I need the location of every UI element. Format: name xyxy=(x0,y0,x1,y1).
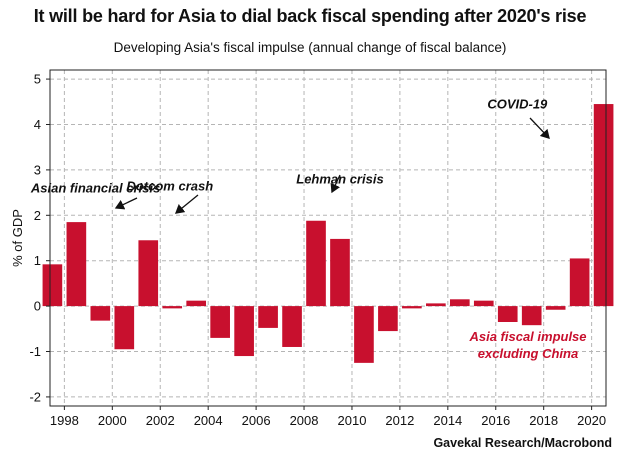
x-tick-label: 2006 xyxy=(242,413,271,428)
bar xyxy=(42,264,63,307)
bar xyxy=(114,306,135,350)
plot-frame xyxy=(49,69,607,407)
x-tick-label: 1998 xyxy=(50,413,79,428)
bar xyxy=(545,306,566,310)
y-tick-label: 3 xyxy=(34,162,41,177)
bar xyxy=(162,306,183,309)
x-tick-label: 2000 xyxy=(98,413,127,428)
bar xyxy=(354,306,374,363)
series-label-line-1: Asia fiscal impulse xyxy=(468,329,586,344)
bar xyxy=(378,306,398,332)
annotation-arrow xyxy=(114,197,138,210)
x-tick-label: 2014 xyxy=(433,413,462,428)
annotation-arrow xyxy=(330,174,341,194)
annotation-arrow xyxy=(174,194,199,214)
chart-bars xyxy=(42,104,614,363)
bar xyxy=(330,238,350,307)
annotation-label: Dotcom crash xyxy=(126,178,213,193)
bar xyxy=(66,222,87,307)
y-tick-label: 5 xyxy=(34,72,41,87)
bar xyxy=(234,306,254,357)
source-credit: Gavekal Research/Macrobond xyxy=(433,436,612,450)
y-tick-label: 1 xyxy=(34,253,41,268)
chart-subtitle: Developing Asia's fiscal impulse (annual… xyxy=(113,40,507,55)
annotation-arrow xyxy=(529,117,550,139)
bar xyxy=(210,306,230,338)
y-tick-label: 2 xyxy=(34,208,41,223)
bar xyxy=(258,306,278,328)
bar xyxy=(138,240,159,307)
x-tick-label: 2010 xyxy=(338,413,367,428)
annotation-label: COVID-19 xyxy=(487,97,548,112)
y-tick-label: 4 xyxy=(34,117,41,132)
bar xyxy=(593,104,614,307)
y-axis-label: % of GDP xyxy=(10,209,25,267)
series-label-line-2: excluding China xyxy=(478,346,578,361)
x-tick-label: 2004 xyxy=(194,413,223,428)
x-tick-label: 2008 xyxy=(290,413,319,428)
y-tick-label: -2 xyxy=(29,389,41,404)
y-tick-label: 0 xyxy=(34,299,41,314)
annotation-label: Lehman crisis xyxy=(296,172,383,187)
x-tick-label: 2016 xyxy=(481,413,510,428)
bar xyxy=(306,220,326,307)
annotation-label: Asian financial crisis xyxy=(30,181,160,196)
y-axis: -2 -1 0 1 2 3 4 5 xyxy=(29,72,50,404)
chart-title: It will be hard for Asia to dial back fi… xyxy=(33,6,587,26)
x-tick-label: 2020 xyxy=(577,413,606,428)
x-tick-label: 2002 xyxy=(146,413,175,428)
bar xyxy=(402,306,422,309)
x-tick-label: 2018 xyxy=(529,413,558,428)
y-tick-label: -1 xyxy=(29,344,41,359)
bar xyxy=(426,303,446,307)
bar xyxy=(449,299,470,307)
x-axis: 1998 2000 2002 2004 2006 2008 2010 2012 2014 2016… xyxy=(50,406,606,428)
bar xyxy=(282,306,302,347)
bar xyxy=(186,300,207,307)
bar xyxy=(497,306,518,322)
bar xyxy=(521,306,542,326)
bar xyxy=(569,258,590,307)
bar xyxy=(473,300,494,307)
x-tick-label: 2012 xyxy=(385,413,414,428)
bar xyxy=(90,306,111,321)
